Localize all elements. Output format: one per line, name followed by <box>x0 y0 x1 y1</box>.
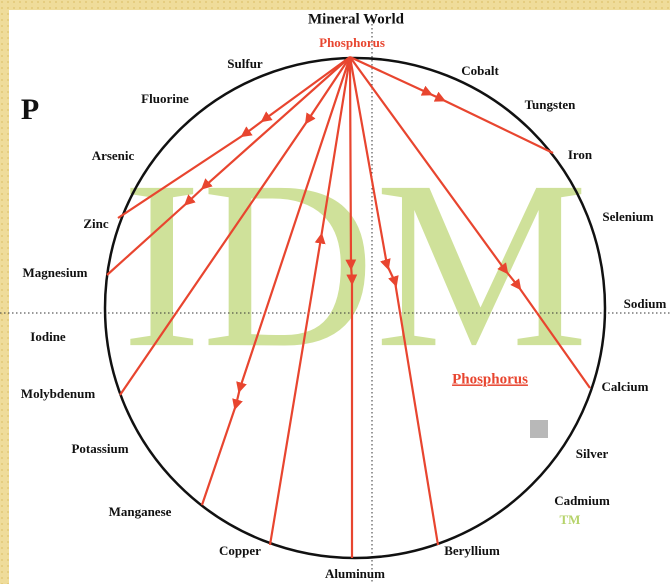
watermark: IDM <box>122 131 589 397</box>
element-label: Silver <box>576 446 609 461</box>
element-label: Sodium <box>624 296 667 311</box>
subtitle: Phosphorus <box>319 35 385 50</box>
icon <box>530 420 548 438</box>
circle <box>103 56 607 560</box>
line <box>119 56 351 396</box>
element-label: Iron <box>568 147 593 162</box>
element-labels: Sulfur Cobalt Fluorine Tungsten Arsenic Iron Z… <box>21 56 667 581</box>
element-label: Iodine <box>30 329 66 344</box>
element-label: Cobalt <box>461 63 499 78</box>
element-label: Copper <box>219 543 261 558</box>
line <box>268 56 352 546</box>
element-label: Arsenic <box>92 148 135 163</box>
element-label: Manganese <box>109 504 172 519</box>
line <box>200 56 352 506</box>
line <box>117 56 351 219</box>
line <box>348 56 440 546</box>
element-label: Molybdenum <box>21 386 96 401</box>
element-label: Magnesium <box>23 265 88 280</box>
element-label: Calcium <box>602 379 649 394</box>
element-label: Selenium <box>602 209 653 224</box>
element-label: Cadmium <box>554 493 610 508</box>
element-label: Tungsten <box>525 97 577 112</box>
panel <box>9 10 670 584</box>
center-label: Phosphorus <box>452 371 528 387</box>
element-label: Beryllium <box>444 543 500 558</box>
element-label: Zinc <box>83 216 109 231</box>
title: Mineral World <box>308 11 405 27</box>
line <box>345 56 358 558</box>
element-label: Aluminum <box>325 566 385 581</box>
element-label: Potassium <box>71 441 128 456</box>
symbol: P <box>21 93 39 126</box>
line <box>349 56 591 389</box>
connections <box>106 56 591 558</box>
element-label: Sulfur <box>227 56 263 71</box>
element-label: Fluorine <box>141 91 189 106</box>
trademark: TM <box>560 512 581 527</box>
line <box>349 56 554 154</box>
line <box>106 56 351 276</box>
